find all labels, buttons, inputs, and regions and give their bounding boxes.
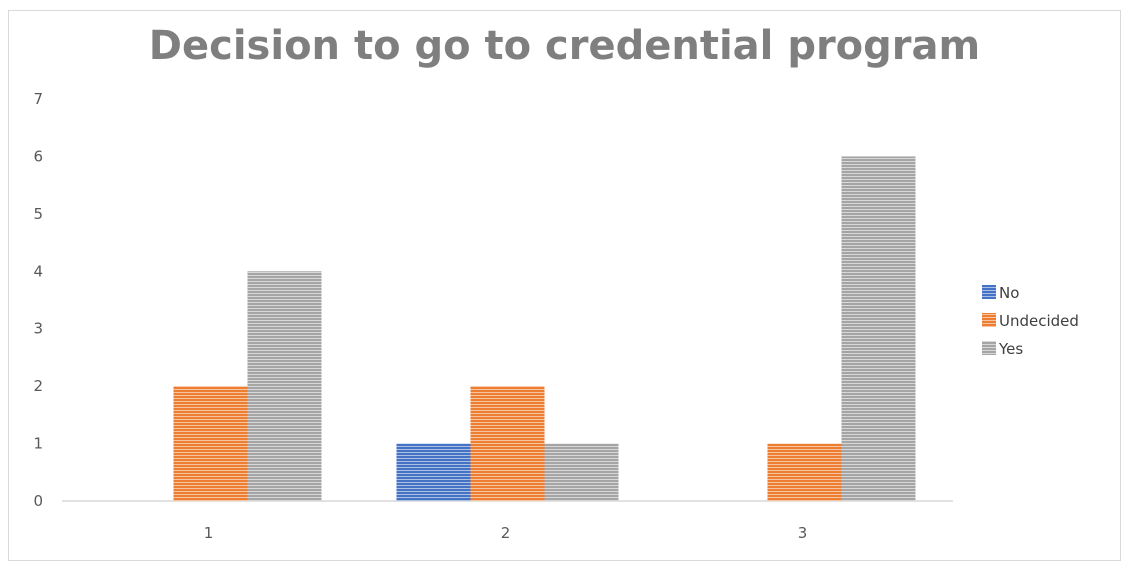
bar-yes-3 [841, 156, 916, 501]
bar-yes-2 [544, 443, 619, 501]
legend-swatch-no [982, 285, 996, 299]
y-tick-label: 7 [33, 90, 43, 108]
y-axis-ticks: 0 1 2 3 4 5 6 7 [33, 90, 43, 510]
legend-label-undecided: Undecided [999, 312, 1079, 330]
chart-title: Decision to go to credential program [148, 23, 981, 69]
bars [173, 156, 916, 501]
y-tick-label: 5 [33, 205, 43, 223]
y-tick-label: 0 [33, 492, 43, 510]
y-tick-label: 1 [33, 435, 43, 453]
legend-swatch-yes [982, 341, 996, 355]
y-tick-label: 6 [33, 147, 43, 165]
x-tick-label: 2 [501, 524, 511, 542]
x-tick-label: 1 [204, 524, 214, 542]
bar-undecided-3 [767, 443, 842, 501]
x-axis-ticks: 1 2 3 [204, 524, 808, 542]
bar-no-2 [396, 443, 471, 501]
legend-swatch-undecided [982, 313, 996, 327]
bar-yes-1 [247, 271, 322, 501]
bar-undecided-2 [470, 386, 545, 501]
y-tick-label: 4 [33, 262, 43, 280]
bar-undecided-1 [173, 386, 248, 501]
legend: No Undecided Yes [982, 284, 1079, 358]
y-tick-label: 2 [33, 377, 43, 395]
x-tick-label: 3 [798, 524, 808, 542]
legend-label-no: No [999, 284, 1019, 302]
legend-label-yes: Yes [998, 340, 1023, 358]
y-tick-label: 3 [33, 320, 43, 338]
